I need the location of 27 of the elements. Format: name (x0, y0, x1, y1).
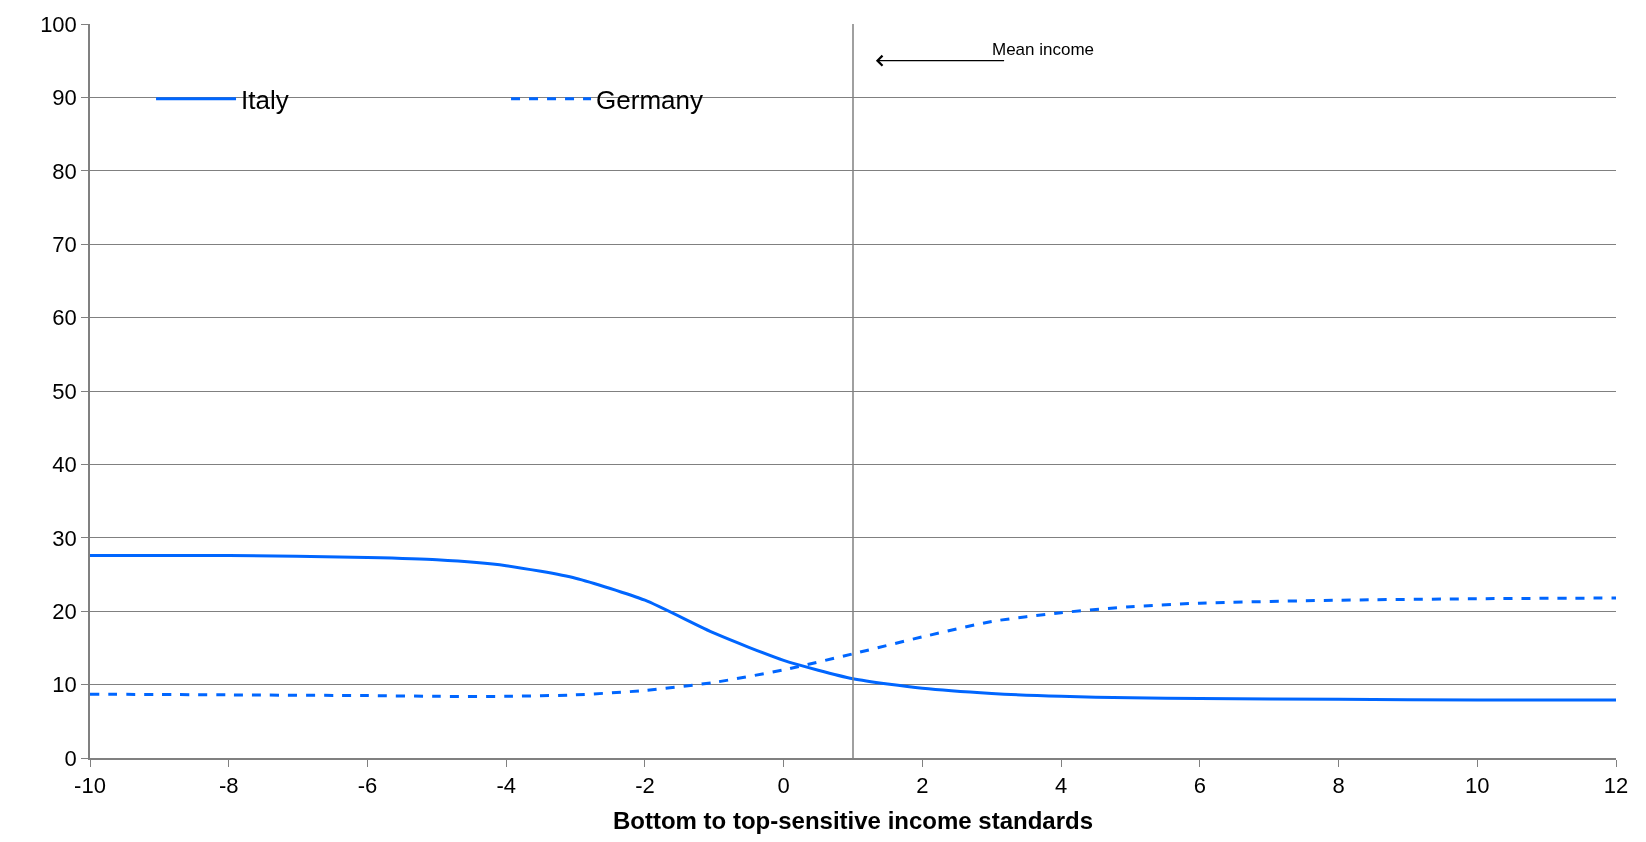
x-tick-label: 2 (916, 773, 929, 799)
y-tick-label: 20 (52, 598, 77, 624)
x-tick-label: -8 (218, 773, 239, 799)
y-tick-label: 90 (52, 85, 77, 111)
x-tick-label: 10 (1465, 773, 1490, 799)
y-tick-label: 100 (40, 11, 77, 37)
y-tick-label: 0 (64, 745, 77, 771)
x-tick-label: 6 (1193, 773, 1206, 799)
y-tick-label: 80 (52, 158, 77, 184)
legend-label: Italy (241, 84, 289, 115)
x-axis-title: Bottom to top-sensitive income standards (612, 806, 1094, 834)
x-tick-label: 0 (777, 773, 790, 799)
x-tick-label: -2 (635, 773, 655, 799)
y-tick-label: 10 (52, 672, 77, 698)
y-tick-label: 70 (52, 231, 77, 257)
x-tick-label: 4 (1054, 773, 1068, 799)
annotation: Mean income (992, 40, 1095, 59)
y-tick-label: 50 (52, 378, 77, 404)
y-tick-label: 60 (52, 305, 77, 331)
x-tick-label: -6 (357, 773, 378, 799)
x-tick-label: -4 (496, 773, 516, 799)
legend-label: Germany (596, 84, 703, 115)
x-tick-label: -10 (74, 773, 106, 799)
y-tick-label: 30 (52, 525, 77, 551)
y-tick-label: 40 (52, 452, 77, 478)
x-tick-label: 12 (1603, 773, 1629, 799)
x-tick-label: 8 (1332, 773, 1345, 799)
